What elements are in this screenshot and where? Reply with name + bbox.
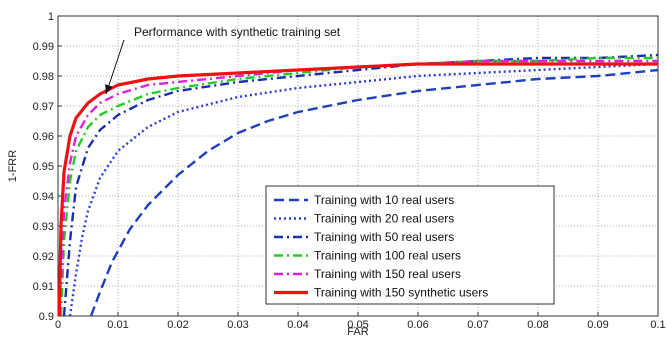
legend-label-4: Training with 100 real users bbox=[314, 249, 461, 263]
legend-label-6: Training with 150 synthetic users bbox=[314, 286, 488, 300]
y-tick-label: 0.95 bbox=[33, 161, 54, 173]
y-tick-label: 0.91 bbox=[33, 281, 54, 293]
x-tick-label: 0.1 bbox=[650, 319, 665, 331]
x-tick-label: 0 bbox=[55, 319, 61, 331]
legend-label-5: Training with 150 real users bbox=[314, 267, 461, 281]
y-axis-label: 1-FRR bbox=[7, 150, 19, 182]
x-tick-label: 0.03 bbox=[227, 319, 248, 331]
legend: Training with 10 real users Training with… bbox=[266, 186, 554, 304]
y-tick-label: 0.94 bbox=[33, 191, 54, 203]
y-tick-label: 0.98 bbox=[33, 71, 54, 83]
x-tick-label: 0.06 bbox=[407, 319, 428, 331]
x-tick-label: 0.02 bbox=[167, 319, 188, 331]
y-tick-label: 1 bbox=[48, 11, 54, 23]
x-tick-label: 0.07 bbox=[467, 319, 488, 331]
x-tick-label: 0.01 bbox=[107, 319, 128, 331]
y-tick-label: 0.93 bbox=[33, 221, 54, 233]
legend-label-3: Training with 50 real users bbox=[314, 230, 454, 244]
y-tick-label: 0.99 bbox=[33, 41, 54, 53]
y-tick-label: 0.92 bbox=[33, 251, 54, 263]
x-tick-label: 0.04 bbox=[287, 319, 308, 331]
legend-label-1: Training with 10 real users bbox=[314, 193, 454, 207]
x-tick-label: 0.08 bbox=[527, 319, 548, 331]
y-tick-label: 0.97 bbox=[33, 101, 54, 113]
y-tick-label: 0.9 bbox=[39, 311, 54, 323]
annotation-text: Performance with synthetic training set bbox=[134, 25, 341, 39]
x-axis-label: FAR bbox=[347, 326, 368, 337]
legend-label-2: Training with 20 real users bbox=[314, 212, 454, 226]
y-tick-label: 0.96 bbox=[33, 131, 54, 143]
x-tick-label: 0.09 bbox=[587, 319, 608, 331]
